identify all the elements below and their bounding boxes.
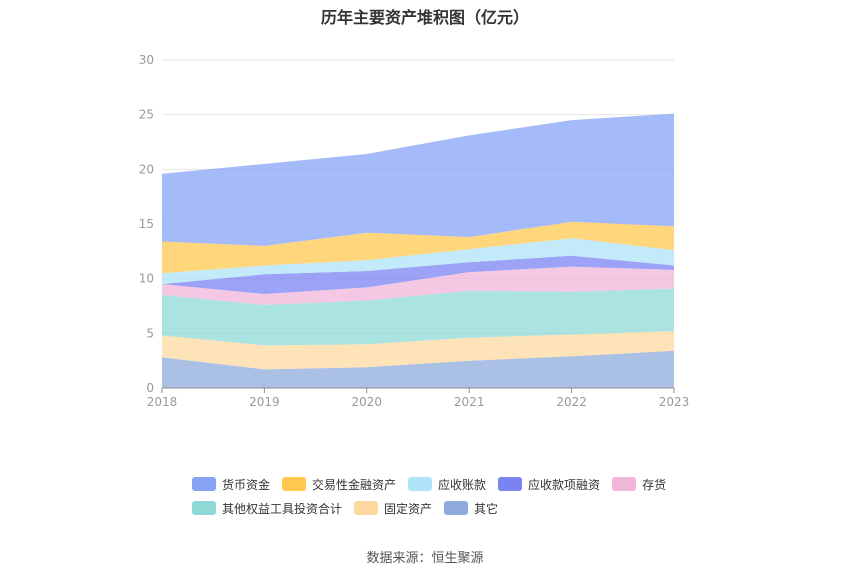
y-tick-label: 30 — [139, 53, 154, 67]
x-tick-label: 2019 — [249, 395, 280, 409]
legend-row: 其他权益工具投资合计 固定资产 其它 — [192, 496, 672, 520]
y-tick-label: 20 — [139, 162, 154, 176]
y-tick-label: 5 — [146, 326, 154, 340]
legend-item[interactable]: 交易性金融资产 — [282, 476, 396, 493]
y-tick-label: 15 — [139, 217, 154, 231]
legend-label: 其它 — [474, 501, 499, 516]
legend-label: 固定资产 — [384, 501, 433, 516]
legend-item[interactable]: 存货 — [612, 476, 666, 493]
legend-item[interactable]: 货币资金 — [192, 476, 270, 493]
source-note: 数据来源：恒生聚源 — [366, 551, 484, 566]
legend: 货币资金 交易性金融资产 应收账款 应收款项融资 存货 其他权益工具投资合计 固定资产 其它 — [192, 472, 672, 520]
x-tick-label: 2020 — [352, 395, 383, 409]
legend-label: 应收款项融资 — [528, 477, 601, 492]
x-tick-label: 2018 — [147, 395, 178, 409]
legend-item[interactable]: 固定资产 — [354, 500, 432, 517]
y-tick-label: 0 — [146, 381, 154, 395]
area-3 — [162, 266, 674, 305]
legend-label: 货币资金 — [222, 477, 271, 492]
area-5 — [162, 238, 674, 285]
area-1 — [162, 331, 674, 370]
legend-row: 货币资金 交易性金融资产 应收账款 应收款项融资 存货 — [192, 472, 672, 496]
legend-item[interactable]: 应收款项融资 — [498, 476, 600, 493]
legend-swatch — [612, 477, 637, 491]
legend-swatch — [282, 477, 307, 491]
x-tick-label: 2023 — [659, 395, 690, 409]
legend-item[interactable]: 其它 — [444, 500, 498, 517]
legend-label: 其他权益工具投资合计 — [222, 501, 343, 516]
area-6 — [162, 221, 674, 274]
chart-title: 历年主要资产堆积图（亿元） — [320, 8, 529, 27]
legend-swatch — [354, 501, 379, 515]
y-tick-label: 25 — [139, 108, 154, 122]
legend-swatch — [498, 477, 523, 491]
legend-label: 存货 — [642, 477, 667, 492]
area-2 — [162, 288, 674, 346]
area-4 — [162, 255, 674, 294]
area-7 — [162, 113, 674, 246]
x-tick-label: 2021 — [454, 395, 485, 409]
legend-label: 应收账款 — [438, 477, 487, 492]
legend-swatch — [192, 501, 216, 515]
legend-item[interactable]: 应收账款 — [408, 476, 486, 493]
legend-swatch — [444, 501, 469, 515]
legend-item[interactable]: 其他权益工具投资合计 — [192, 500, 342, 517]
area-series — [162, 113, 674, 388]
legend-swatch — [192, 477, 216, 491]
y-tick-label: 10 — [139, 272, 154, 286]
legend-swatch — [408, 477, 433, 491]
area-0 — [162, 350, 674, 388]
axes: 0 5 10 15 20 25 30 2018 2019 2020 2021 2022 2023 — [139, 53, 690, 409]
legend-label: 交易性金融资产 — [312, 477, 397, 492]
x-tick-label: 2022 — [556, 395, 587, 409]
